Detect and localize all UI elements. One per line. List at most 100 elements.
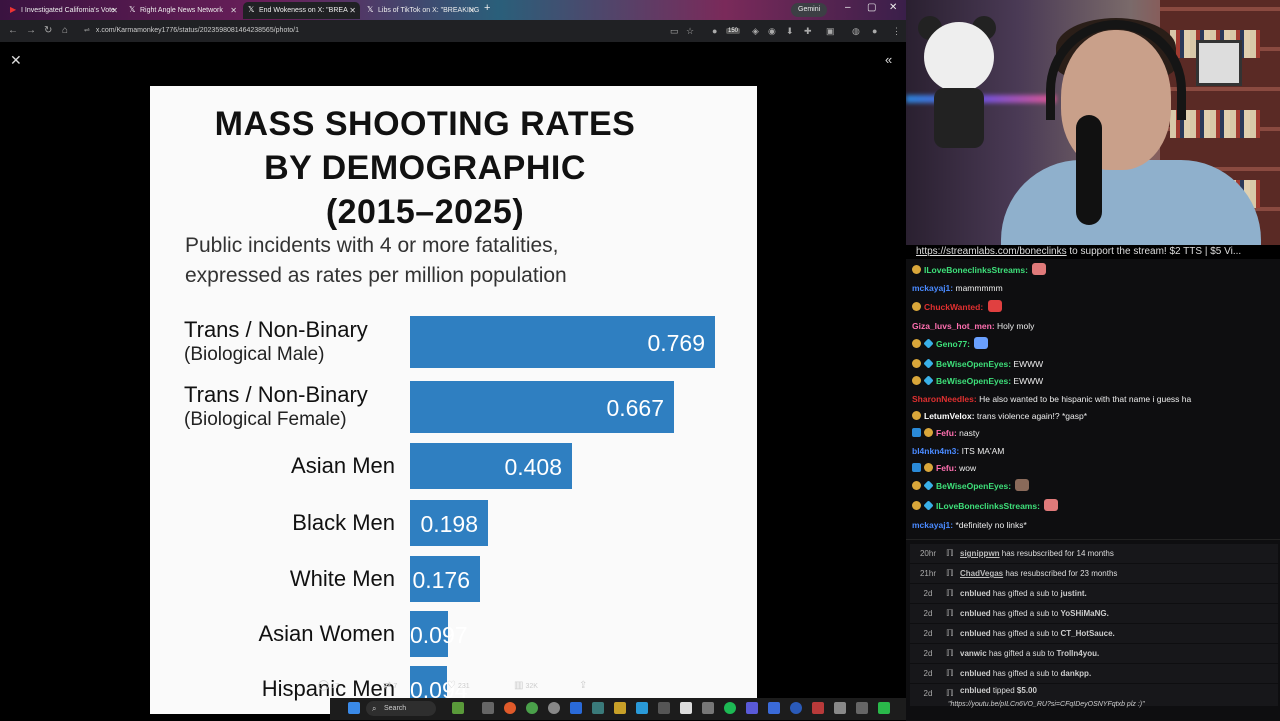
browser-tab[interactable]: 𝕏 End Wokeness on X: "BREA ✕: [243, 2, 360, 19]
event-user[interactable]: ChadVegas: [960, 569, 1004, 578]
event-user[interactable]: signippwn: [960, 549, 1000, 558]
home-icon[interactable]: ⌂: [62, 25, 69, 36]
app-icon-4[interactable]: [680, 702, 692, 714]
gemini-button[interactable]: Gemini: [791, 3, 828, 17]
event-target: $5.00: [1016, 686, 1037, 695]
event-user[interactable]: cnblued: [960, 629, 991, 638]
folder-icon[interactable]: [614, 702, 626, 714]
chat-username[interactable]: Giza_luvs_hot_men:: [912, 321, 995, 331]
chat-username[interactable]: mckayaj1:: [912, 520, 954, 530]
explorer-icon[interactable]: [570, 702, 582, 714]
minimize-icon[interactable]: –: [845, 2, 851, 13]
chat-username[interactable]: Fefu:: [936, 463, 957, 473]
shield-icon[interactable]: ◈: [752, 26, 759, 36]
event-user[interactable]: cnblued: [960, 609, 991, 618]
chart-title-line-2: BY DEMOGRAPHIC: [264, 149, 586, 187]
address-bar: ← → ↻ ⌂ ⇌ x.com/Karmamonkey1776/status/20…: [0, 20, 906, 42]
event-user[interactable]: cnblued: [960, 686, 991, 695]
chat-username[interactable]: Geno77:: [936, 339, 971, 349]
spotify-icon[interactable]: [724, 702, 736, 714]
puzzle-icon[interactable]: ✚: [804, 26, 812, 36]
chat-username[interactable]: Fefu:: [936, 428, 957, 438]
twitch-icon: ℿ: [946, 648, 954, 658]
chat-username[interactable]: BeWiseOpenEyes:: [936, 376, 1012, 386]
chat-username[interactable]: ILoveBoneclinksStreams:: [924, 265, 1028, 275]
category-label: Asian Women: [258, 621, 395, 646]
bookmark-star-icon[interactable]: ☆: [686, 26, 695, 36]
app-icon-10[interactable]: [856, 702, 868, 714]
app-icon-6[interactable]: [746, 702, 758, 714]
url-field[interactable]: ⇌ x.com/Karmamonkey1776/status/2023598081…: [84, 24, 664, 38]
app-icon-3[interactable]: [658, 702, 670, 714]
like-button[interactable]: ♡ 231: [447, 680, 470, 691]
obs-icon[interactable]: [548, 702, 560, 714]
taskbar-search[interactable]: ⌕ Search: [366, 701, 436, 716]
retweet-button[interactable]: ⇄ 7: [383, 680, 397, 691]
tab-close-icon[interactable]: ✕: [349, 6, 356, 15]
profile-icon[interactable]: ◍: [852, 26, 860, 36]
vpn-icon[interactable]: ◉: [768, 26, 776, 36]
action-count: 17: [331, 683, 339, 690]
browser-tab[interactable]: 𝕏 Libs of TikTok on X: "BREAKING ✕: [362, 2, 479, 19]
sub-badge-icon: [912, 411, 921, 420]
chat-username[interactable]: ILoveBoneclinksStreams:: [936, 501, 1040, 511]
site-info-icon[interactable]: ⇌: [84, 27, 90, 34]
app-icon-11[interactable]: [878, 702, 890, 714]
reload-icon[interactable]: ↻: [44, 25, 53, 36]
chrome-icon[interactable]: [526, 702, 538, 714]
avatar[interactable]: ●: [872, 26, 878, 36]
browser-tab[interactable]: 𝕏 Right Angle News Network ✕: [124, 2, 241, 19]
cast-icon[interactable]: ▭: [670, 26, 679, 36]
close-icon[interactable]: ✕: [10, 52, 22, 68]
chat-username[interactable]: bl4nkn4m3:: [912, 446, 960, 456]
chat-username[interactable]: BeWiseOpenEyes:: [936, 359, 1012, 369]
app-icon[interactable]: [504, 702, 516, 714]
event-user[interactable]: cnblued: [960, 589, 991, 598]
telegram-icon[interactable]: [636, 702, 648, 714]
sub-badge-icon: [912, 339, 921, 348]
streamlabs-link[interactable]: https://streamlabs.com/boneclinks: [916, 246, 1067, 257]
task-view-icon[interactable]: [482, 702, 494, 714]
widget-icon[interactable]: [452, 702, 464, 714]
browser-tab[interactable]: ▶ I Investigated California's Vote ✕: [5, 2, 122, 19]
share-button[interactable]: ⇪: [579, 680, 589, 691]
cube-badge-icon: [923, 500, 934, 511]
chat-username[interactable]: mckayaj1:: [912, 283, 954, 293]
chat-username[interactable]: BeWiseOpenEyes:: [936, 481, 1012, 491]
extension-icon[interactable]: ●: [712, 26, 718, 36]
category-sublabel: (Biological Female): [184, 409, 347, 430]
app-icon-2[interactable]: [592, 702, 604, 714]
reply-button[interactable]: ◯ 17: [318, 680, 339, 691]
tab-close-icon[interactable]: ✕: [111, 6, 118, 15]
new-tab-button[interactable]: +: [484, 2, 491, 14]
forward-icon[interactable]: →: [26, 25, 36, 36]
event-user[interactable]: cnblued: [960, 669, 991, 678]
download-icon[interactable]: ⬇: [786, 26, 794, 36]
bar: [410, 316, 715, 368]
back-icon[interactable]: ←: [8, 25, 18, 36]
maximize-icon[interactable]: ▢: [867, 2, 877, 13]
chat-username[interactable]: SharonNeedles:: [912, 394, 977, 404]
views-button[interactable]: ▥ 32K: [514, 680, 538, 691]
chat-username[interactable]: LetumVelox:: [924, 411, 975, 421]
close-window-icon[interactable]: ✕: [889, 2, 898, 13]
app-icon-8[interactable]: [790, 702, 802, 714]
snip-icon[interactable]: [834, 702, 846, 714]
collapse-sidebar-icon[interactable]: «: [885, 52, 893, 67]
event-target: YoSHiMaNG.: [1060, 609, 1109, 618]
menu-kebab-icon[interactable]: ⋮: [892, 26, 901, 36]
tab-close-icon[interactable]: ✕: [468, 6, 475, 15]
chat-username[interactable]: ChuckWanted:: [924, 302, 984, 312]
action-count: 7: [393, 683, 398, 690]
extension-badge[interactable]: 150: [726, 28, 741, 34]
tab-close-icon[interactable]: ✕: [230, 6, 237, 15]
sidebar-icon[interactable]: ▣: [826, 26, 835, 36]
event-text: has gifted a sub to: [990, 629, 1061, 638]
start-icon[interactable]: [348, 702, 360, 714]
app-icon-5[interactable]: [702, 702, 714, 714]
event-user[interactable]: vanwic: [960, 649, 987, 658]
app-icon-7[interactable]: [768, 702, 780, 714]
app-icon-9[interactable]: [812, 702, 824, 714]
